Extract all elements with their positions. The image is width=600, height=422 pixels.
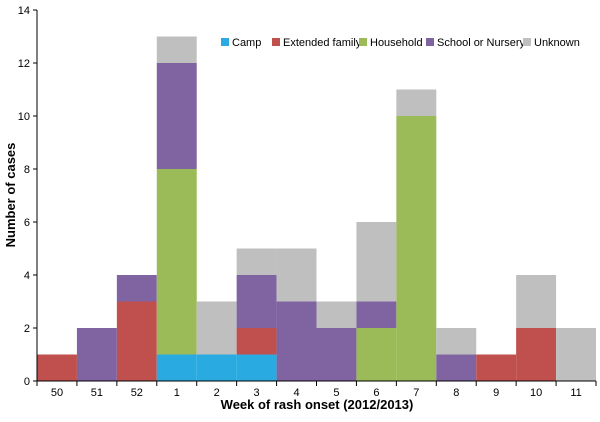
x-tick-label: 50 xyxy=(51,387,63,399)
bar-segment xyxy=(516,328,557,381)
y-tick-label: 8 xyxy=(24,164,30,176)
legend: Camp Extended family Household School or Nu… xyxy=(221,37,580,49)
bar-segment xyxy=(116,301,157,381)
bar-segment xyxy=(156,63,197,169)
y-tick-label: 6 xyxy=(24,217,30,229)
bars-layer xyxy=(37,36,596,381)
bar-segment xyxy=(356,301,397,328)
bar-segment xyxy=(436,354,477,381)
legend-swatch xyxy=(359,38,367,46)
bar-segment xyxy=(236,328,277,355)
x-tick-label: 6 xyxy=(373,387,379,399)
x-tick-label: 4 xyxy=(293,387,299,399)
legend-label: Unknown xyxy=(534,37,580,49)
legend-swatch xyxy=(523,38,531,46)
bar-segment xyxy=(396,116,437,381)
legend-label: Camp xyxy=(232,37,261,49)
bar-segment xyxy=(316,301,357,328)
x-tick-label: 51 xyxy=(91,387,103,399)
x-tick-label: 10 xyxy=(530,387,542,399)
y-tick-label: 10 xyxy=(18,111,30,123)
legend-label: Household xyxy=(370,37,423,49)
bar-segment xyxy=(156,354,197,381)
bar-segment xyxy=(356,328,397,381)
x-tick-label: 7 xyxy=(413,387,419,399)
y-tick-label: 14 xyxy=(18,5,30,17)
bar-segment xyxy=(156,169,197,355)
x-tick-label: 2 xyxy=(214,387,220,399)
y-tick-label: 4 xyxy=(24,270,30,282)
y-tick-label: 0 xyxy=(24,376,30,388)
x-tick-label: 1 xyxy=(174,387,180,399)
x-tick-label: 11 xyxy=(570,387,581,399)
bar-segment xyxy=(116,275,157,302)
x-tick-label: 3 xyxy=(254,387,260,399)
bar-segment xyxy=(276,248,317,302)
x-tick-label: 9 xyxy=(493,387,499,399)
bar-segment xyxy=(436,328,477,355)
bar-segment xyxy=(236,275,277,328)
bar-segment xyxy=(196,301,237,355)
y-tick-label: 2 xyxy=(24,323,30,335)
bar-segment xyxy=(156,36,197,63)
x-tick-label: 5 xyxy=(333,387,339,399)
x-tick-label: 52 xyxy=(131,387,143,399)
legend-swatch xyxy=(272,38,280,46)
y-axis-title: Number of cases xyxy=(3,143,18,248)
bar-segment xyxy=(196,354,237,381)
bar-segment xyxy=(516,275,557,328)
bar-segment xyxy=(76,328,117,381)
legend-label: School or Nursery xyxy=(437,37,526,49)
bar-segment xyxy=(556,328,596,381)
bar-segment xyxy=(276,301,317,381)
bar-segment xyxy=(396,89,437,116)
bar-segment xyxy=(476,354,517,381)
x-tick-label: 8 xyxy=(453,387,459,399)
legend-swatch xyxy=(426,38,434,46)
legend-swatch xyxy=(221,38,229,46)
legend-label: Extended family xyxy=(283,37,362,49)
y-tick-label: 12 xyxy=(18,58,30,70)
bar-segment xyxy=(236,354,277,381)
x-axis-title: Week of rash onset (2012/2013) xyxy=(221,397,414,412)
bar-segment xyxy=(316,328,357,381)
bar-segment xyxy=(37,354,77,381)
bar-segment xyxy=(236,248,277,275)
bar-segment xyxy=(356,222,397,302)
